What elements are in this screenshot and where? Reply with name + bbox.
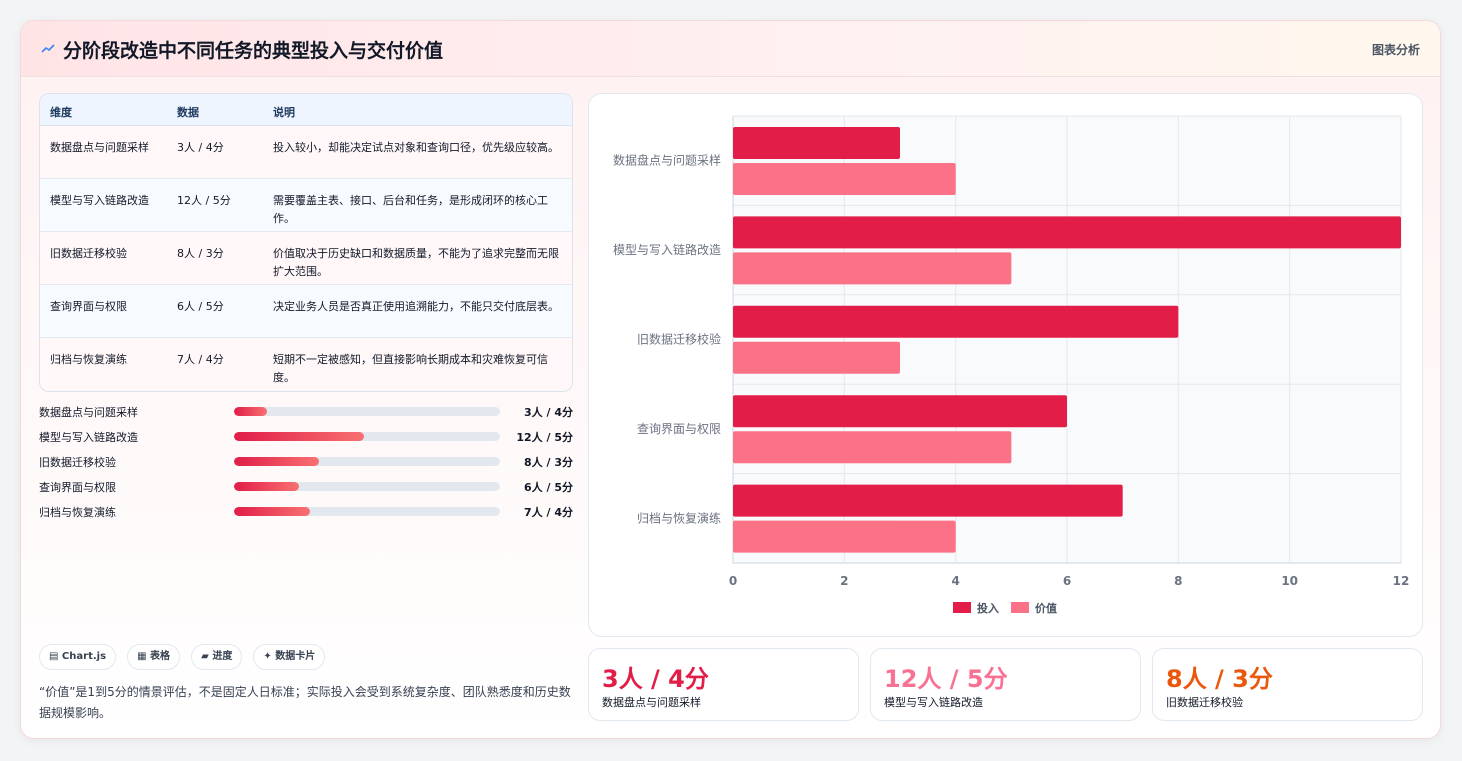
progress-value: 7人 / 4分: [524, 506, 573, 519]
chip-data-cards[interactable]: ✦ 数据卡片: [253, 644, 326, 670]
bar-value: [733, 252, 1012, 285]
stat-label: 模型与写入链路改造: [884, 696, 983, 709]
row-dimension: 查询界面与权限: [50, 300, 127, 313]
progress-row: 数据盘点与问题采样 3人 / 4分: [39, 401, 573, 426]
progress-fill: [234, 457, 320, 466]
x-tick-label: 2: [840, 574, 848, 588]
bar-chart: 数据盘点与问题采样 模型与写入链路改造旧数据迁移校验 查询界面与权限 归档与恢复演练 0…: [588, 93, 1423, 637]
feature-chips: ▤ Chart.js ▦ 表格 ▰ 进度 ✦ 数据卡片: [39, 644, 331, 670]
column-header-data: 数据: [177, 106, 199, 119]
progress-value: 12人 / 5分: [516, 431, 573, 444]
progress-fill: [234, 507, 310, 516]
progress-value: 6人 / 5分: [524, 481, 573, 494]
bar-invest: [733, 216, 1401, 249]
progress-label: 数据盘点与问题采样: [39, 406, 138, 419]
progress-list: 数据盘点与问题采样 3人 / 4分 模型与写入链路改造 12人 / 5分 旧数据…: [39, 401, 573, 526]
bar-invest: [733, 305, 1179, 338]
progress-track: [234, 407, 500, 416]
row-data: 8人 / 3分: [177, 247, 224, 260]
bar-value: [733, 163, 956, 195]
stat-value: 3人 / 4分: [602, 665, 709, 693]
legend-label: 价值: [1035, 601, 1057, 615]
table-row: 旧数据迁移校验 8人 / 3分 价值取决于历史缺口和数据质量，不能为了追求完整而…: [40, 232, 572, 285]
chip-table[interactable]: ▦ 表格: [127, 644, 181, 670]
table-row: 查询界面与权限 6人 / 5分 决定业务人员是否真正使用追溯能力，不能只交付底层…: [40, 285, 572, 338]
row-data: 7人 / 4分: [177, 353, 224, 366]
progress-row: 归档与恢复演练 7人 / 4分: [39, 501, 573, 526]
stat-card: 3人 / 4分 数据盘点与问题采样: [588, 648, 859, 721]
y-tick-label: 旧数据迁移校验: [637, 332, 721, 347]
progress-fill: [234, 432, 365, 441]
chip-progress[interactable]: ▰ 进度: [191, 644, 243, 670]
column-header-dimension: 维度: [50, 106, 72, 119]
row-description: 投入较小，却能决定试点对象和查询口径，优先级应较高。: [273, 141, 559, 154]
progress-label: 归档与恢复演练: [39, 506, 116, 519]
stat-label: 旧数据迁移校验: [1166, 696, 1243, 709]
row-dimension: 归档与恢复演练: [50, 353, 127, 366]
data-table: 维度 数据 说明 数据盘点与问题采样 3人 / 4分 投入较小，却能决定试点对象…: [39, 93, 573, 392]
column-header-description: 说明: [273, 106, 295, 119]
bar-value: [733, 520, 956, 553]
stat-value: 12人 / 5分: [884, 665, 1008, 693]
footnote: “价值”是1到5分的情景评估，不是固定人日标准；实际投入会受到系统复杂度、团队熟…: [39, 685, 571, 720]
x-tick-label: 8: [1174, 574, 1182, 588]
legend-label: 投入: [977, 601, 999, 615]
table-row: 模型与写入链路改造 12人 / 5分 需要覆盖主表、接口、后台和任务，是形成闭环…: [40, 179, 572, 232]
bar-value: [733, 431, 1012, 464]
analysis-card: 分阶段改造中不同任务的典型投入与交付价值 图表分析 维度 数据 说明 数据盘点与…: [20, 20, 1441, 739]
row-data: 6人 / 5分: [177, 300, 224, 313]
table-row: 归档与恢复演练 7人 / 4分 短期不一定被感知，但直接影响长期成本和灾难恢复可…: [40, 338, 572, 391]
row-description: 价值取决于历史缺口和数据质量，不能为了追求完整而无限扩大范围。: [273, 247, 559, 278]
y-tick-label: 查询界面与权限: [637, 422, 721, 436]
progress-label: 查询界面与权限: [39, 481, 116, 494]
progress-track: [234, 507, 500, 516]
progress-label: 模型与写入链路改造: [39, 431, 138, 444]
progress-value: 3人 / 4分: [524, 406, 573, 419]
row-description: 决定业务人员是否真正使用追溯能力，不能只交付底层表。: [273, 300, 559, 313]
progress-track: [234, 432, 500, 441]
progress-value: 8人 / 3分: [524, 456, 573, 469]
chart-analysis-tag: 图表分析: [1371, 43, 1420, 57]
card-header: 分阶段改造中不同任务的典型投入与交付价值 图表分析: [21, 21, 1440, 77]
row-data: 3人 / 4分: [177, 141, 224, 154]
bar-value: [733, 341, 900, 374]
stat-card: 12人 / 5分 模型与写入链路改造: [870, 648, 1141, 721]
progress-row: 旧数据迁移校验 8人 / 3分: [39, 451, 573, 476]
x-tick-label: 10: [1281, 574, 1298, 588]
progress-row: 模型与写入链路改造 12人 / 5分: [39, 426, 573, 451]
row-dimension: 模型与写入链路改造: [50, 194, 149, 207]
row-description: 需要覆盖主表、接口、后台和任务，是形成闭环的核心工作。: [273, 194, 548, 225]
bar-invest: [733, 127, 900, 159]
progress-track: [234, 482, 500, 491]
y-tick-label: 模型与写入链路改造: [613, 242, 721, 257]
trend-line-icon: [41, 44, 55, 53]
stat-value: 8人 / 3分: [1166, 665, 1273, 693]
progress-label: 旧数据迁移校验: [39, 456, 116, 469]
stat-label: 数据盘点与问题采样: [602, 696, 701, 709]
row-description: 短期不一定被感知，但直接影响长期成本和灾难恢复可信度。: [273, 353, 548, 384]
progress-track: [234, 457, 500, 466]
x-tick-label: 0: [729, 574, 737, 588]
x-tick-label: 6: [1063, 574, 1071, 588]
x-tick-label: 4: [951, 574, 959, 588]
page-title: 分阶段改造中不同任务的典型投入与交付价值: [63, 40, 444, 62]
x-tick-label: 12: [1393, 574, 1410, 588]
stat-card: 8人 / 3分 旧数据迁移校验: [1152, 648, 1423, 721]
y-tick-label: 数据盘点与问题采样: [613, 153, 721, 168]
legend-swatch: [1011, 602, 1029, 613]
bar-invest: [733, 484, 1123, 517]
progress-fill: [234, 407, 268, 416]
y-tick-label: 归档与恢复演练: [637, 510, 721, 525]
bar-invest: [733, 395, 1067, 428]
table-header: 维度 数据 说明: [40, 94, 572, 126]
row-dimension: 数据盘点与问题采样: [50, 141, 149, 154]
row-data: 12人 / 5分: [177, 194, 231, 207]
chip-chartjs[interactable]: ▤ Chart.js: [39, 644, 117, 670]
row-dimension: 旧数据迁移校验: [50, 247, 127, 260]
progress-fill: [234, 482, 300, 491]
progress-row: 查询界面与权限 6人 / 5分: [39, 476, 573, 501]
table-row: 数据盘点与问题采样 3人 / 4分 投入较小，却能决定试点对象和查询口径，优先级…: [40, 126, 572, 179]
legend-swatch: [953, 602, 971, 613]
